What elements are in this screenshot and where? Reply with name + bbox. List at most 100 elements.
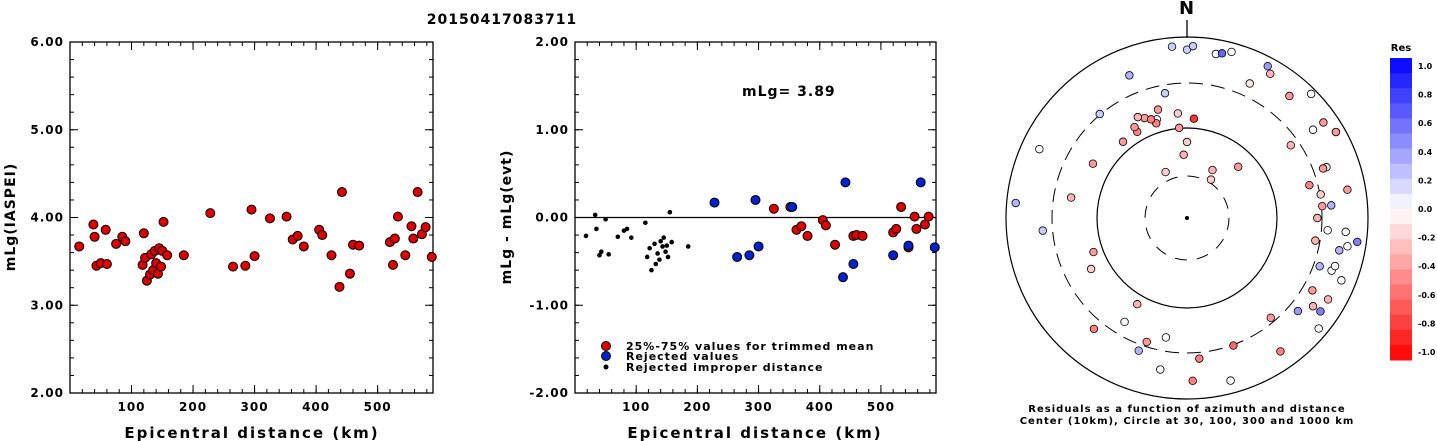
- y-tick-label: -1.00: [529, 298, 569, 312]
- data-point: [336, 187, 347, 198]
- data-point: [354, 240, 365, 251]
- x-tick-label: 100: [117, 400, 145, 414]
- x-tick-label: 400: [302, 400, 330, 414]
- colorbar-segment: [1390, 209, 1412, 225]
- data-points-2: [583, 177, 940, 283]
- colorbar-tick-label: 0.4: [1418, 148, 1433, 157]
- data-point: [326, 250, 337, 261]
- data-point: [100, 224, 111, 235]
- y-tick-label: -2.00: [529, 386, 569, 400]
- rejected-point: [709, 197, 720, 208]
- residual-point: [1118, 137, 1128, 146]
- data-point: [408, 233, 419, 244]
- residual-point: [1245, 79, 1254, 88]
- x-tick-label: 200: [179, 400, 207, 414]
- residual-point: [1089, 324, 1099, 334]
- improper-point: [606, 252, 611, 257]
- colorbar-tick-label: 0.0: [1418, 205, 1433, 214]
- residual-point: [1125, 71, 1134, 80]
- residual-point: [1146, 115, 1156, 124]
- x-axis-label-1: Epicentral distance (km): [124, 424, 379, 441]
- residual-point: [1318, 201, 1327, 211]
- rejected-point: [903, 240, 914, 251]
- data-point: [264, 213, 275, 224]
- rejected-point: [787, 201, 798, 212]
- data-point: [426, 251, 437, 262]
- colorbar-segment: [1390, 299, 1412, 316]
- data-point: [138, 228, 149, 239]
- improper-point: [655, 251, 660, 256]
- residual-point: [1327, 201, 1336, 210]
- trimmed-point: [891, 223, 902, 234]
- colorbar-segment: [1390, 148, 1412, 165]
- residual-point: [1331, 127, 1341, 137]
- residual-point: [1088, 159, 1098, 168]
- improper-point: [603, 216, 608, 222]
- improper-point: [652, 241, 657, 247]
- improper-point: [685, 244, 691, 249]
- residual-point: [1089, 247, 1098, 257]
- improper-point: [653, 261, 659, 267]
- data-point: [281, 211, 292, 222]
- data-point: [298, 241, 309, 252]
- x-tick-label: 500: [364, 400, 392, 414]
- figure-title: 20150417083711: [427, 12, 577, 28]
- improper-point: [643, 220, 648, 226]
- data-point: [74, 241, 85, 252]
- y-tick-label: 0.00: [535, 211, 569, 225]
- improper-point: [599, 249, 604, 255]
- data-point: [400, 250, 411, 261]
- residual-point: [1142, 337, 1151, 347]
- data-point: [205, 208, 216, 219]
- ring-300km: [1051, 82, 1323, 354]
- data-point: [392, 211, 403, 222]
- legend-marker-rejected: [601, 351, 611, 361]
- improper-point: [663, 249, 668, 255]
- residual-point: [1266, 69, 1275, 78]
- residual-point: [1133, 300, 1142, 309]
- colorbar-segment: [1390, 284, 1412, 301]
- colorbar-segment: [1390, 178, 1412, 195]
- y-axis-label-1: mLg(IASPEI): [3, 163, 19, 272]
- improper-point: [583, 233, 589, 239]
- data-points-1: [74, 187, 437, 292]
- improper-point: [669, 239, 674, 245]
- improper-point: [628, 235, 634, 240]
- residual-point: [1134, 346, 1143, 355]
- residual-point: [1161, 167, 1170, 177]
- y-tick-label: 3.00: [30, 298, 64, 312]
- x-tick-label: 400: [806, 400, 834, 414]
- residual-point: [1160, 89, 1170, 98]
- colorbar-tick-label: -0.2: [1418, 234, 1436, 243]
- residual-point: [1305, 181, 1314, 190]
- residual-point: [1011, 198, 1020, 208]
- legend-marker-trimmed: [601, 341, 611, 351]
- data-point: [249, 251, 260, 262]
- colorbar-tick-label: -0.6: [1418, 291, 1436, 300]
- data-point: [120, 236, 131, 247]
- residual-point: [1306, 89, 1316, 99]
- legend-marker-improper: [603, 364, 609, 370]
- residual-point: [1035, 144, 1044, 154]
- residual-point: [1335, 246, 1344, 255]
- data-point: [388, 259, 399, 270]
- improper-point: [658, 238, 663, 244]
- trimmed-point: [919, 219, 930, 230]
- residual-point: [1161, 333, 1171, 342]
- caption-line-2: Center (10km), Circle at 30, 100, 300 an…: [1020, 416, 1355, 427]
- trimmed-point: [768, 203, 779, 214]
- improper-point: [649, 267, 654, 273]
- colorbar-title: Res: [1391, 43, 1411, 54]
- rejected-point: [840, 177, 851, 188]
- residual-point: [1314, 324, 1323, 333]
- colorbar-segment: [1390, 163, 1412, 180]
- residual-point: [1330, 261, 1340, 271]
- residual-point: [1227, 47, 1236, 57]
- trimmed-point: [802, 230, 813, 241]
- residual-point: [1286, 141, 1295, 150]
- caption-line-1: Residuals as a function of azimuth and d…: [1028, 404, 1345, 415]
- colorbar: 1.0 0.8 0.6 0.4 0.2 0.0 -0.2 -0.4 -0.6 -0.8 -1.0: [1390, 58, 1436, 361]
- residual-point: [1195, 354, 1204, 363]
- y-tick-label: 4.00: [30, 211, 64, 225]
